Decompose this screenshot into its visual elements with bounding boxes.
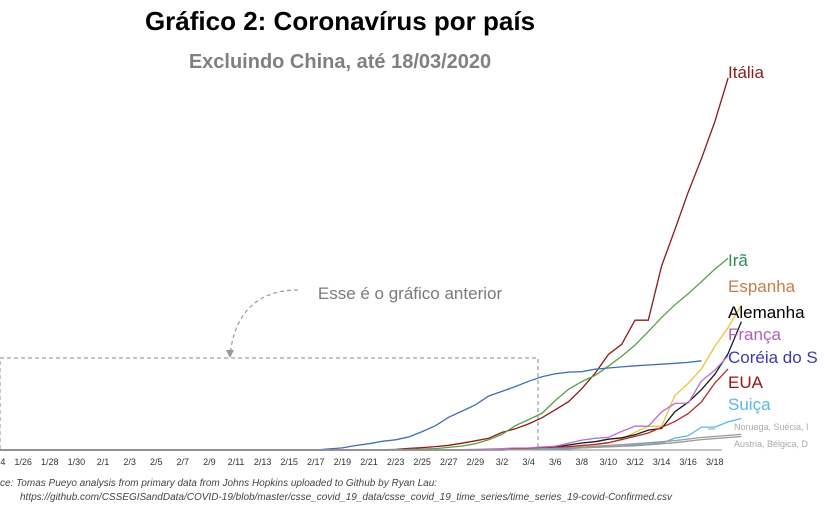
chart-title: Gráfico 2: Coronavírus por país xyxy=(145,6,535,36)
x-tick-label: 2/29 xyxy=(467,457,485,467)
annotation-text: Esse é o gráfico anterior xyxy=(318,284,503,303)
series-label: Irã xyxy=(728,251,748,270)
series-label-layer: Itália Irã Espanha Alemanha França Coréia do … xyxy=(728,63,818,449)
x-tick-label: 1/28 xyxy=(41,457,59,467)
x-tick-label: 2/23 xyxy=(387,457,405,467)
x-tick-label: 2/5 xyxy=(150,457,163,467)
x-tick-label: 2/21 xyxy=(360,457,378,467)
annotation-arrowhead xyxy=(226,350,234,358)
x-tick-label: 1/24 xyxy=(0,457,5,467)
annotation-arrow xyxy=(229,289,299,356)
series-label: Espanha xyxy=(728,277,796,296)
x-tick-layer: 1/24 1/26 1/28 1/30 2/1 2/3 2/5 2/7 2/9 2/11 2/13 2… xyxy=(0,457,724,467)
series-label: Noruega, Suécia, I xyxy=(734,422,809,432)
series-label: França xyxy=(728,325,781,344)
x-tick-label: 2/11 xyxy=(228,457,245,467)
x-tick-label: 3/12 xyxy=(626,457,644,467)
x-tick-label: 2/1 xyxy=(97,457,110,467)
chart-subtitle: Excluindo China, até 18/03/2020 xyxy=(189,51,491,73)
x-tick-label: 2/27 xyxy=(440,457,458,467)
x-tick-label: 2/17 xyxy=(307,457,325,467)
x-tick-label: 2/13 xyxy=(254,457,272,467)
source-line-1: ce: Tomas Pueyo analysis from primary da… xyxy=(0,478,437,489)
series-line-franca xyxy=(0,355,729,451)
source-line-2: https://github.com/CSSEGISandData/COVID-… xyxy=(20,492,673,503)
x-tick-label: 2/7 xyxy=(177,457,190,467)
series-line-others xyxy=(0,433,742,451)
x-tick-label: 3/2 xyxy=(496,457,509,467)
series-line-others xyxy=(0,435,742,451)
series-label: Itália xyxy=(728,63,764,82)
x-tick-label: 3/14 xyxy=(653,457,671,467)
x-tick-label: 3/18 xyxy=(706,457,724,467)
previous-chart-box xyxy=(0,357,539,451)
x-tick-label: 2/3 xyxy=(123,457,136,467)
series-label: Suiça xyxy=(728,395,771,414)
x-tick-label: 2/9 xyxy=(203,457,216,467)
x-tick-label: 3/10 xyxy=(600,457,618,467)
series-label: EUA xyxy=(728,373,764,392)
series-line-alemanha xyxy=(0,321,743,451)
series-label: Coréia do S xyxy=(728,348,818,367)
x-tick-label: 2/25 xyxy=(413,457,431,467)
series-label: Alemanha xyxy=(728,303,805,322)
x-tick-label: 3/4 xyxy=(522,457,535,467)
series-layer xyxy=(0,77,743,451)
x-tick-label: 2/19 xyxy=(334,457,352,467)
x-tick-label: 2/15 xyxy=(280,457,298,467)
series-label: Austria, Bélgica, D xyxy=(734,439,809,449)
x-tick-label: 1/26 xyxy=(14,457,32,467)
x-tick-label: 3/16 xyxy=(679,457,697,467)
x-tick-label: 3/8 xyxy=(576,457,589,467)
series-line-italia xyxy=(0,77,729,451)
x-tick-label: 3/6 xyxy=(549,457,562,467)
x-tick-label: 1/30 xyxy=(68,457,86,467)
series-line-coreia xyxy=(0,360,702,451)
